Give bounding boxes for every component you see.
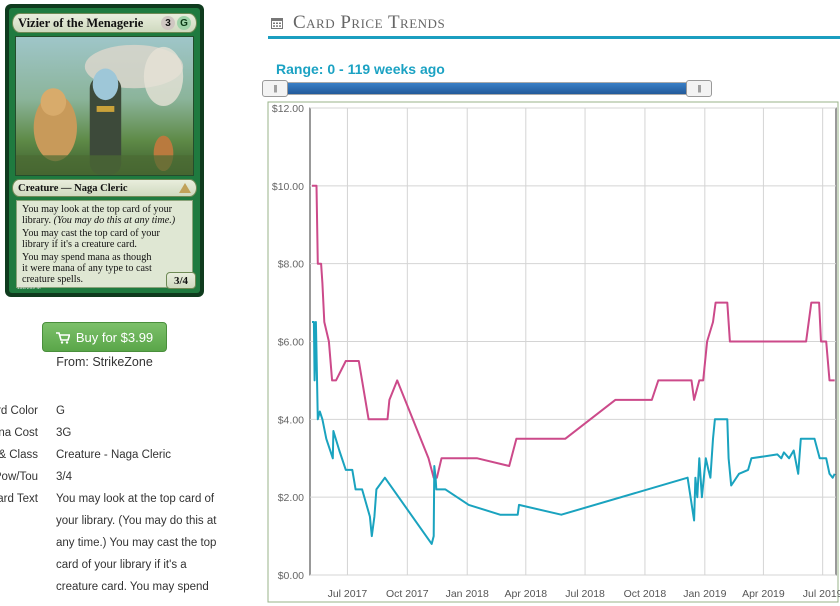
y-tick-label: $6.00 <box>278 337 304 349</box>
range-slider-handle-start[interactable]: ||| <box>262 80 288 97</box>
card-image: Vizier of the Menagerie 3 G Creature — N… <box>5 4 204 297</box>
rules-reminder: (You may do this at any time.) <box>53 215 176 226</box>
x-tick-label: Apr 2018 <box>504 588 547 600</box>
price-series-teal-line <box>312 321 836 545</box>
detail-row: Type & Class: Creature - Naga Cleric <box>0 444 240 466</box>
calendar-icon <box>271 16 283 29</box>
rules-line: You may spend mana as though <box>22 252 152 263</box>
detail-value: You may look at the top card of your lib… <box>56 493 217 593</box>
card-rules-text: You may look at the top card of your lib… <box>16 200 193 288</box>
x-tick-label: Jan 2019 <box>683 588 726 600</box>
mana-symbol-generic: 3 <box>161 16 175 30</box>
x-tick-label: Apr 2019 <box>742 588 785 600</box>
detail-label: Card Text: <box>0 493 38 505</box>
buy-button[interactable]: Buy for $3.99 <box>42 322 167 352</box>
card-frame: Vizier of the Menagerie 3 G Creature — N… <box>9 8 200 293</box>
rules-line: You may cast the top card of your <box>22 228 160 239</box>
detail-row: Pow/Tou: 3/4 <box>0 466 240 488</box>
y-tick-label: $0.00 <box>278 570 304 582</box>
card-name: Vizier of the Menagerie <box>18 15 144 30</box>
x-tick-label: Jan 2018 <box>446 588 489 600</box>
x-tick-label: Oct 2018 <box>624 588 667 600</box>
panel-title: Card Price Trends <box>293 12 446 33</box>
x-tick-label: Jul 2019 <box>803 588 840 600</box>
card-type-bar: Creature — Naga Cleric <box>12 179 197 197</box>
cart-icon <box>55 331 71 344</box>
detail-label: Pow/Tou: <box>0 471 38 483</box>
detail-value: Creature - Naga Cleric <box>56 449 172 461</box>
detail-value: 3/4 <box>56 471 72 483</box>
detail-value: 3G <box>56 427 72 439</box>
price-chart: $0.00 $2.00 $4.00 $6.00 $8.00 $10.00 $12.00 Jul… <box>267 101 840 603</box>
price-series-pink-line <box>312 184 835 479</box>
card-footer: 192/269 M <box>17 285 41 291</box>
range-slider-handle-end[interactable]: ||| <box>686 80 712 97</box>
mana-cost: 3 G <box>161 16 191 30</box>
detail-row: Card Color: G <box>0 400 240 422</box>
y-tick-label: $10.00 <box>272 181 304 193</box>
x-tick-label: Jul 2017 <box>328 588 368 600</box>
seller-label: From: StrikeZone <box>56 355 153 369</box>
y-tick-label: $12.00 <box>272 103 304 115</box>
y-tick-label: $8.00 <box>278 259 304 271</box>
power-toughness: 3/4 <box>166 272 196 289</box>
detail-value: G <box>56 405 65 417</box>
range-slider-fill <box>276 83 696 94</box>
x-tick-label: Oct 2017 <box>386 588 429 600</box>
rules-line: creature spells. <box>22 274 84 285</box>
card-details: Card Color: G Mana Cost 3G Type & Class:… <box>0 400 240 598</box>
detail-label: Card Color: <box>0 405 38 417</box>
y-tick-label: $4.00 <box>278 414 304 426</box>
buy-button-label: Buy for $3.99 <box>75 329 154 345</box>
card-art <box>15 36 194 176</box>
rules-line: it were mana of any type to cast <box>22 263 152 274</box>
card-title-bar: Vizier of the Menagerie 3 G <box>12 13 197 33</box>
x-tick-label: Jul 2018 <box>565 588 605 600</box>
detail-row: Card Text: You may look at the top card … <box>0 488 240 598</box>
detail-label: Mana Cost <box>0 427 38 439</box>
detail-row: Mana Cost 3G <box>0 422 240 444</box>
y-tick-label: $2.00 <box>278 492 304 504</box>
rules-line: library. <box>22 215 54 226</box>
range-label: Range: 0 - 119 weeks ago <box>276 61 445 77</box>
card-type-line: Creature — Naga Cleric <box>18 182 128 194</box>
price-trends-header: Card Price Trends <box>268 0 840 39</box>
rules-line: You may look at the top card of your <box>22 204 173 215</box>
rules-line: library if it's a creature card. <box>22 239 137 250</box>
mana-symbol-green: G <box>177 16 191 30</box>
detail-label: Type & Class: <box>0 449 38 461</box>
set-symbol-icon <box>179 183 191 193</box>
